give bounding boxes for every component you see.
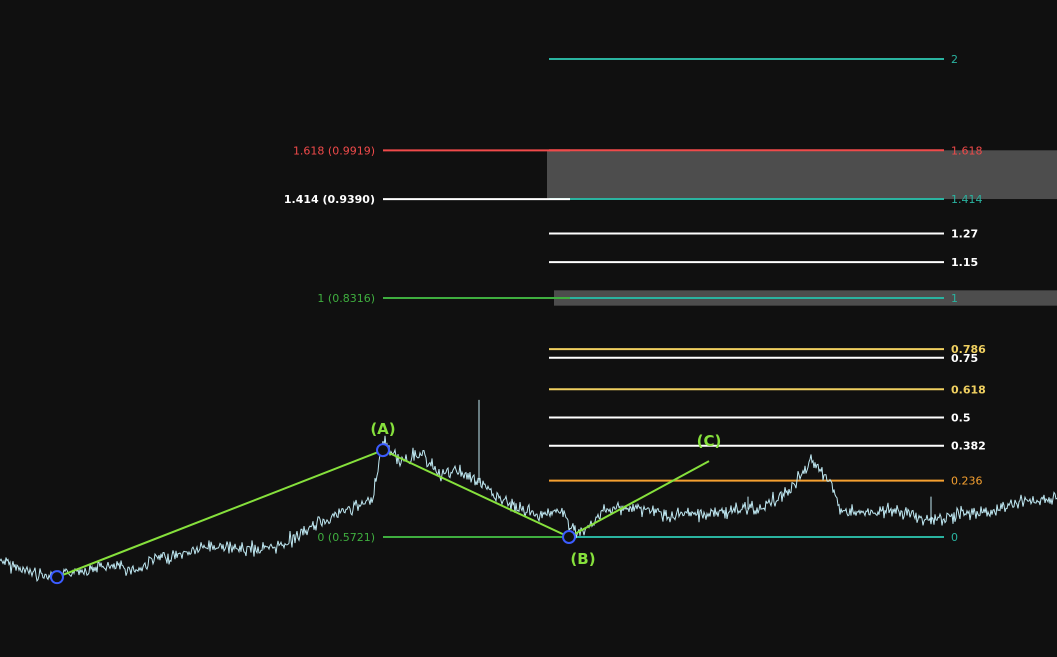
fib-level-label: 0.382: [951, 440, 986, 453]
fib-level-label: 1: [951, 292, 958, 305]
fib-level-label: 1.27: [951, 227, 978, 240]
wave-point-label: (B): [570, 550, 595, 568]
wave-point-marker[interactable]: [562, 530, 576, 544]
fib-level-label: 1.15: [951, 256, 978, 269]
fib-level-label: 1.618: [951, 144, 983, 157]
price-series: [0, 399, 1057, 583]
wave-segment[interactable]: [568, 460, 710, 538]
fib-level-label: 0.5: [951, 412, 971, 425]
fib-level-label: 0.75: [951, 352, 978, 365]
left-fib-level-label: 1.618 (0.9919): [293, 144, 375, 157]
highlight-zone: [547, 150, 1057, 200]
wave-segment[interactable]: [382, 449, 570, 538]
left-fib-level-label: 0 (0.5721): [317, 531, 375, 544]
left-fib-level-label: 1.414 (0.9390): [284, 193, 375, 206]
fib-level-label: 0.236: [951, 475, 983, 488]
fib-level-label: 0.786: [951, 343, 986, 356]
left-fib-level-label: 1 (0.8316): [317, 292, 375, 305]
highlight-zones: [547, 150, 1057, 306]
fib-level-label: 2: [951, 53, 958, 66]
wave-lines: [56, 449, 710, 579]
wave-segment[interactable]: [56, 449, 384, 579]
wave-points: (A) (B) (C): [50, 420, 722, 585]
wave-point-label: (C): [697, 432, 722, 450]
price-line: [0, 435, 1057, 583]
wave-point-label: (A): [370, 420, 395, 438]
fib-level-label: 0.618: [951, 383, 986, 396]
fib-level-label: 1.414: [951, 193, 983, 206]
wave-point-marker[interactable]: [50, 570, 64, 585]
wave-point-marker[interactable]: [376, 443, 390, 458]
fib-level-label: 0: [951, 531, 958, 544]
